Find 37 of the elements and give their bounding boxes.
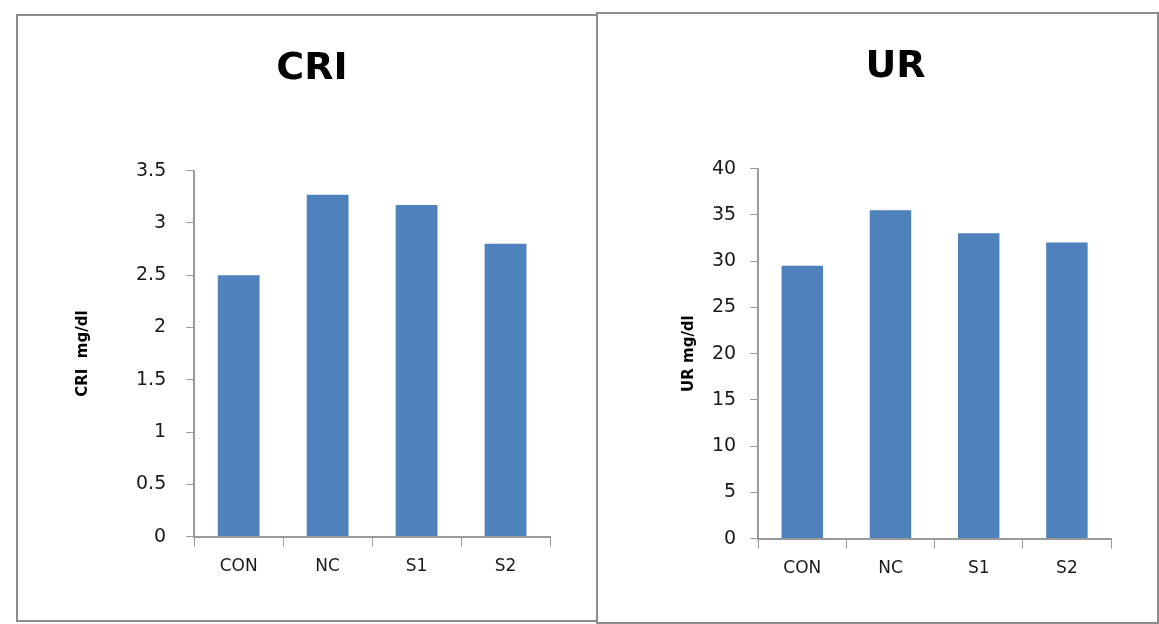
bar [306,194,349,537]
y-tick-label: 5 [724,479,737,502]
y-tick-label: 30 [711,248,737,271]
x-tick-label: NC [878,557,903,578]
y-tick-label: 15 [711,386,737,409]
y-axis-title: UR mg/dl [678,315,697,392]
bar [395,205,438,537]
y-tick-label: 1.5 [136,366,167,389]
x-tick-label: CON [783,557,822,578]
y-tick-label: 3 [154,209,167,232]
x-tick-label: S2 [494,555,517,576]
x-tick-label: S1 [967,557,990,578]
y-tick-label: 1 [154,418,167,441]
y-tick-label: 3.5 [136,157,167,180]
y-tick-label: 0 [154,523,167,546]
y-tick-label: 0 [724,525,737,548]
y-tick-label: 25 [711,294,737,317]
chart-title: UR [865,41,926,86]
x-tick-label: S1 [405,555,428,576]
chart-title: CRI [276,43,348,88]
x-tick-label: NC [315,555,340,576]
y-tick-label: 20 [711,340,737,363]
y-tick-label: 2 [154,314,167,337]
y-tick-label: 0.5 [136,471,167,494]
y-tick-label: 40 [711,155,737,178]
x-tick-label: CON [219,555,258,576]
bar [781,265,824,539]
bar [869,210,912,539]
bar [1046,242,1088,539]
bar [957,233,1000,539]
y-axis-title: CRI mg/dl [72,310,91,397]
y-tick-label: 10 [711,433,737,456]
bar [217,275,260,537]
y-tick-label: 35 [711,201,737,224]
y-tick-label: 2.5 [136,262,167,285]
x-tick-label: S2 [1056,557,1078,578]
bar [484,243,527,537]
